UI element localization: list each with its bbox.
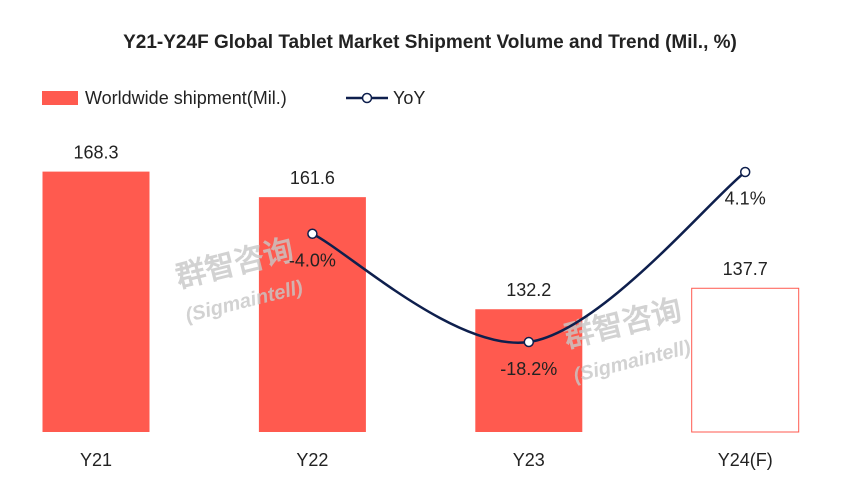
bar-label: 161.6 bbox=[290, 168, 335, 188]
legend-label: Worldwide shipment(Mil.) bbox=[85, 88, 287, 108]
line-label: -4.0% bbox=[289, 251, 336, 271]
x-tick-label: Y22 bbox=[296, 450, 328, 470]
x-tick-label: Y23 bbox=[513, 450, 545, 470]
watermark: 群智咨询(Sigmaintell) bbox=[561, 294, 694, 387]
line-marker bbox=[523, 336, 535, 348]
line-label: -18.2% bbox=[500, 359, 557, 379]
bar-label: 168.3 bbox=[73, 142, 118, 162]
x-tick-label: Y24(F) bbox=[718, 450, 773, 470]
bar bbox=[42, 171, 150, 432]
bar-label: 137.7 bbox=[723, 259, 768, 279]
legend-swatch bbox=[42, 91, 78, 105]
legend-label: YoY bbox=[393, 88, 425, 108]
x-tick-label: Y21 bbox=[80, 450, 112, 470]
legend-marker bbox=[361, 92, 373, 104]
line-marker bbox=[739, 166, 751, 178]
bar bbox=[691, 287, 800, 433]
bar-label: 132.2 bbox=[506, 280, 551, 300]
chart-title: Y21-Y24F Global Tablet Market Shipment V… bbox=[123, 32, 737, 53]
line-label: 4.1% bbox=[725, 189, 766, 209]
line-marker bbox=[307, 228, 318, 239]
